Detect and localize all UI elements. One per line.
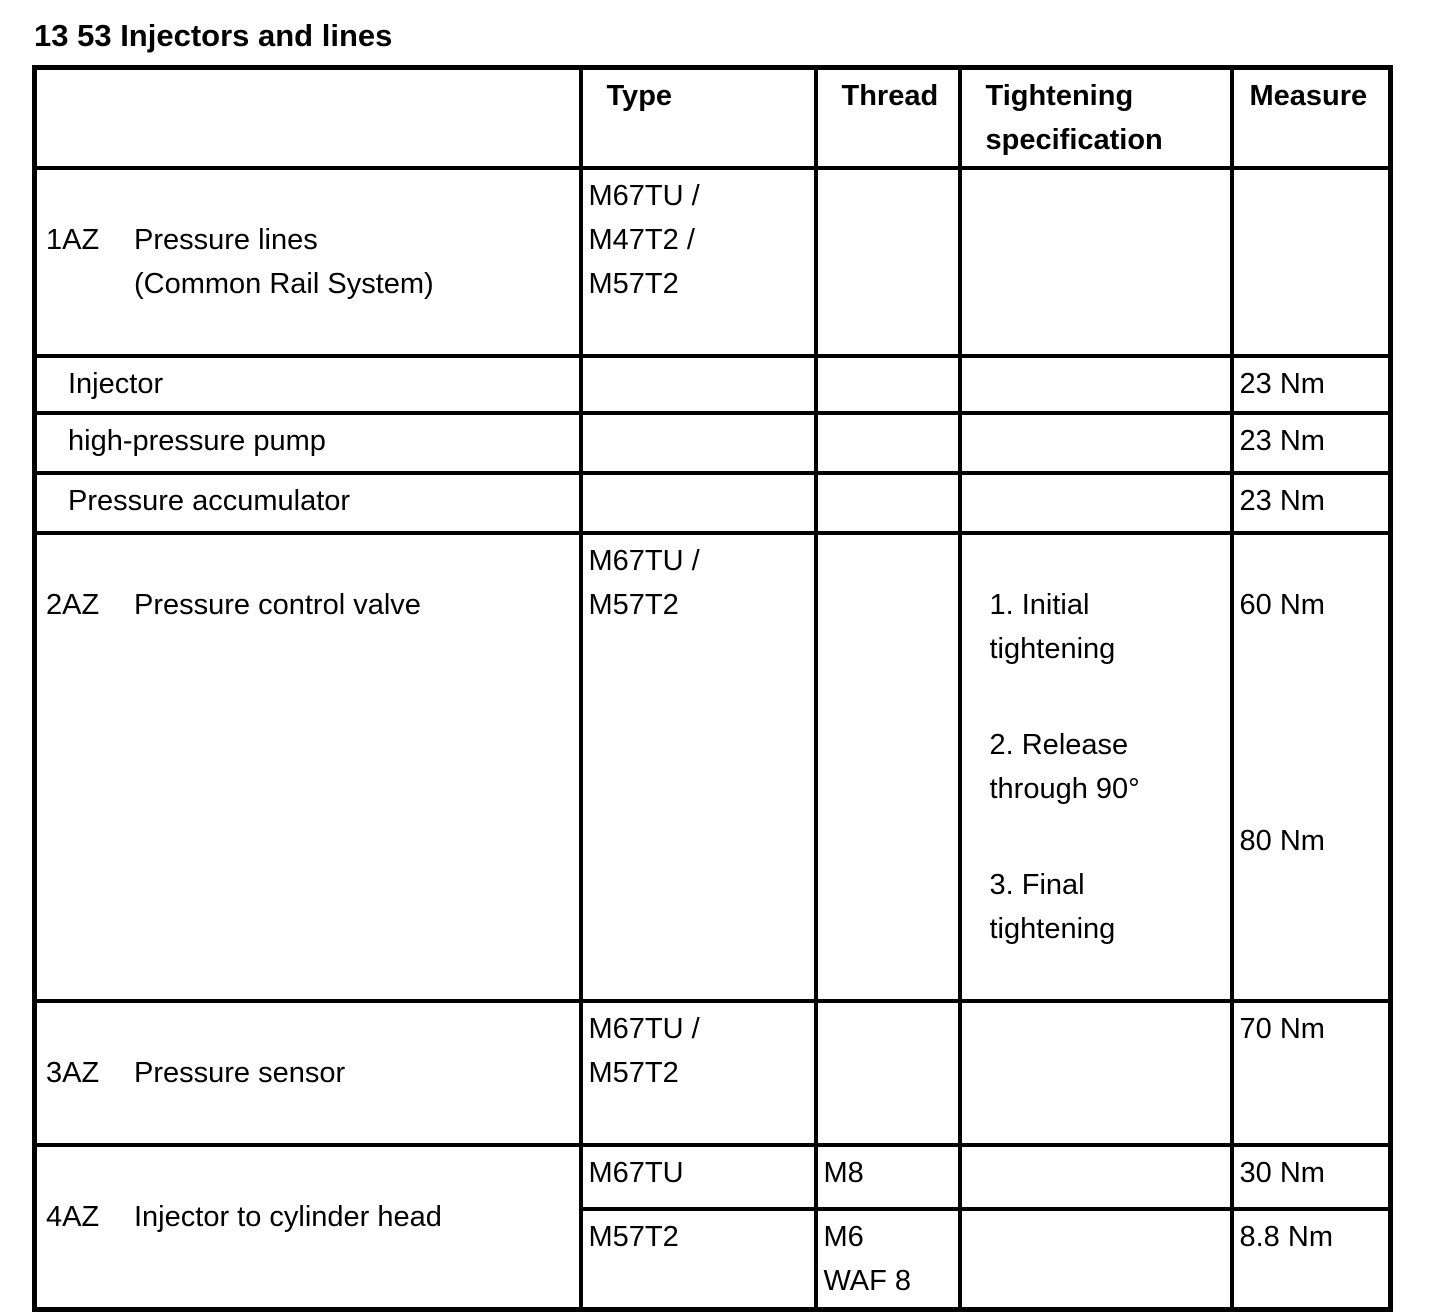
- table-row-2az: 2AZ Pressure control valve M67TU / M57T2…: [32, 531, 1393, 1003]
- tightening-step: 3. Final tightening: [989, 869, 1116, 945]
- item-cell: 2AZ Pressure control valve: [32, 531, 583, 1003]
- tightening-cell: [957, 1207, 1234, 1312]
- measure-cell: 70 Nm: [1229, 999, 1393, 1147]
- header-item-cell: [32, 65, 583, 170]
- table-header-row: Type Thread Tightening specification Mea…: [32, 65, 1393, 170]
- tightening-cell: [957, 411, 1234, 475]
- item-description: Injector to cylinder head: [134, 1201, 442, 1233]
- row-id-label: 3AZ: [46, 1057, 100, 1089]
- table-row-3az: 3AZ Pressure sensor M67TU / M57T2 70 Nm: [32, 999, 1393, 1147]
- table-row-4az-sub1: 4AZ Injector to cylinder head M67TU M8 3…: [32, 1143, 1393, 1312]
- type-cell: [578, 411, 818, 475]
- tightening-cell: [957, 354, 1234, 415]
- measure-cell: 23 Nm: [1229, 354, 1393, 415]
- header-type: Type: [578, 65, 818, 170]
- page-title: 13 53 Injectors and lines: [34, 18, 393, 53]
- row-id-label: 2AZ: [46, 589, 100, 621]
- item-cell: high-pressure pump: [32, 411, 583, 475]
- measure-cell: 23 Nm: [1229, 471, 1393, 535]
- thread-cell: [813, 999, 962, 1147]
- item-cell: 4AZ Injector to cylinder head: [32, 1143, 583, 1312]
- row-id-label: 1AZ: [46, 224, 100, 256]
- item-wrap: 2AZ Pressure control valve: [39, 583, 573, 627]
- torque-spec-table: Type Thread Tightening specification Mea…: [32, 65, 1393, 1312]
- item-cell: 3AZ Pressure sensor: [32, 999, 583, 1147]
- measure-cell: 60 Nm 80 Nm: [1229, 531, 1393, 1003]
- header-measure: Measure: [1229, 65, 1393, 170]
- item-cell: Pressure accumulator: [32, 471, 583, 535]
- thread-cell: [813, 531, 962, 1003]
- thread-cell: [813, 354, 962, 415]
- table-row-high-pressure-pump: high-pressure pump 23 Nm: [32, 411, 1393, 475]
- tightening-cell: 1. Initial tightening 2. Release through…: [957, 531, 1234, 1003]
- type-cell: M67TU / M57T2: [578, 999, 818, 1147]
- item-wrap: 1AZ Pressure lines (Common Rail System): [39, 218, 573, 306]
- measure-value: 60 Nm: [1239, 589, 1325, 621]
- table-row-injector: Injector 23 Nm: [32, 354, 1393, 415]
- header-thread: Thread: [813, 65, 962, 170]
- type-cell: M57T2: [578, 1207, 818, 1312]
- item-cell: Injector: [32, 354, 583, 415]
- thread-cell: M8: [813, 1143, 962, 1211]
- tightening-cell: [957, 1143, 1234, 1211]
- thread-cell: M6 WAF 8: [813, 1207, 962, 1312]
- tightening-step: 2. Release through 90°: [989, 729, 1140, 805]
- type-cell: M67TU: [578, 1143, 818, 1211]
- type-cell: M67TU / M47T2 / M57T2: [578, 166, 818, 358]
- measure-value: 80 Nm: [1239, 825, 1325, 857]
- item-description: Pressure lines (Common Rail System): [134, 224, 434, 300]
- measure-cell: 8.8 Nm: [1229, 1207, 1393, 1312]
- thread-cell: [813, 166, 962, 358]
- item-description: Pressure sensor: [134, 1057, 346, 1089]
- table-row-pressure-accumulator: Pressure accumulator 23 Nm: [32, 471, 1393, 535]
- measure-cell: 23 Nm: [1229, 411, 1393, 475]
- tightening-cell: [957, 166, 1234, 358]
- row-id-label: 4AZ: [46, 1201, 100, 1233]
- tightening-cell: [957, 999, 1234, 1147]
- table-row-1az: 1AZ Pressure lines (Common Rail System) …: [32, 166, 1393, 358]
- tightening-cell: [957, 471, 1234, 535]
- header-tightening: Tightening specification: [957, 65, 1234, 170]
- thread-cell: [813, 471, 962, 535]
- tightening-step: 1. Initial tightening: [989, 589, 1116, 665]
- type-cell: [578, 354, 818, 415]
- item-wrap: 3AZ Pressure sensor: [39, 1051, 573, 1095]
- measure-cell: 30 Nm: [1229, 1143, 1393, 1211]
- item-wrap: 4AZ Injector to cylinder head: [39, 1195, 573, 1239]
- type-cell: M67TU / M57T2: [578, 531, 818, 1003]
- item-description: Pressure control valve: [134, 589, 421, 621]
- thread-cell: [813, 411, 962, 475]
- measure-cell: [1229, 166, 1393, 358]
- item-cell: 1AZ Pressure lines (Common Rail System): [32, 166, 583, 358]
- type-cell: [578, 471, 818, 535]
